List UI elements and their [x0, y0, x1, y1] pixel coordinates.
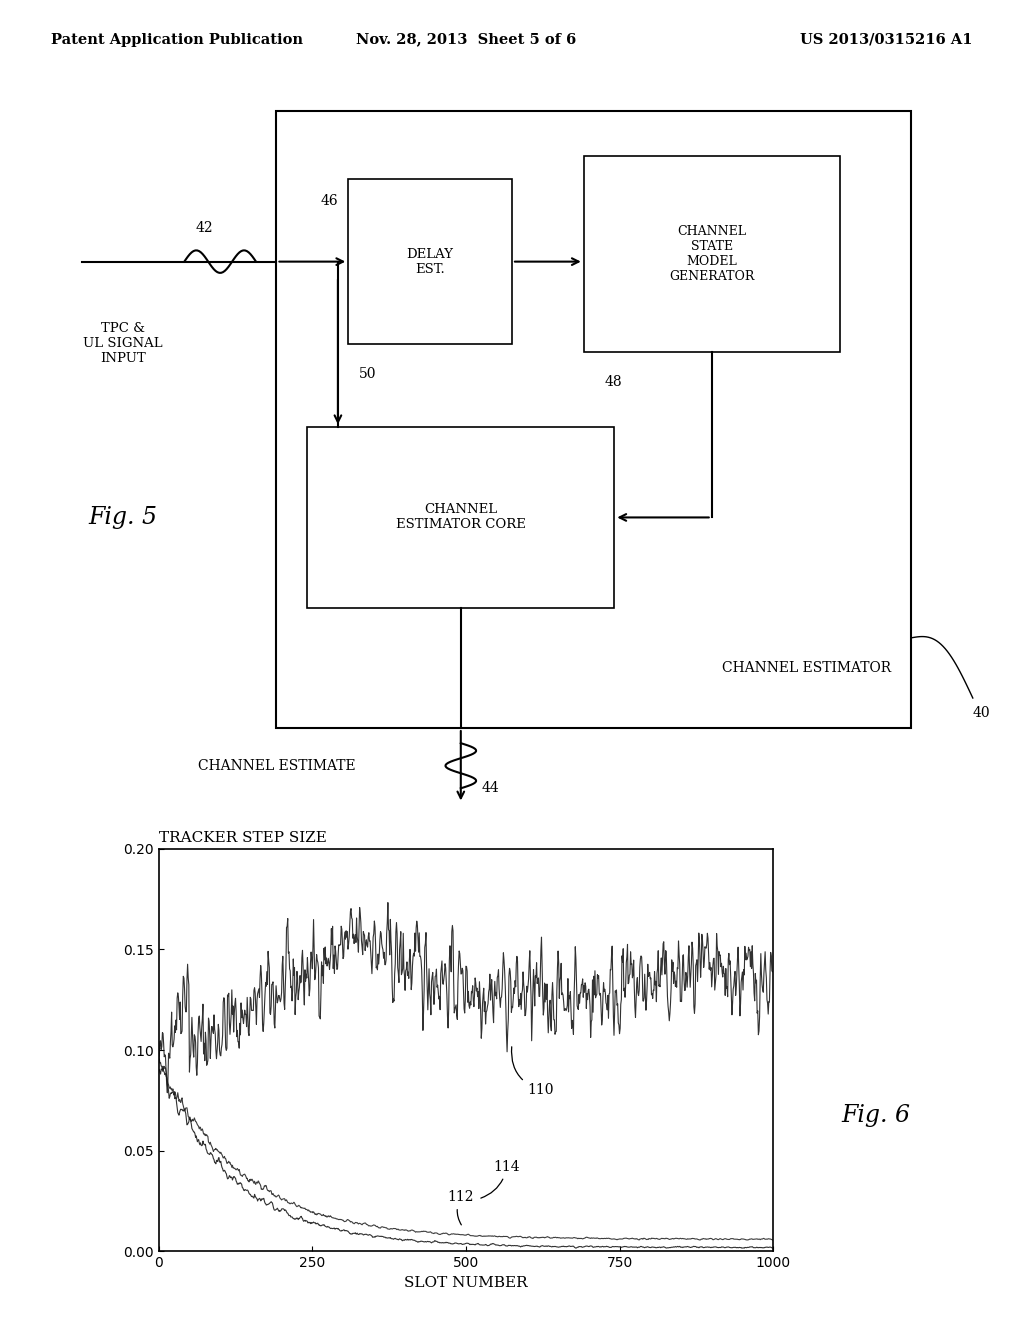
Text: CHANNEL ESTIMATOR: CHANNEL ESTIMATOR: [722, 661, 891, 675]
Text: TPC &
UL SIGNAL
INPUT: TPC & UL SIGNAL INPUT: [83, 322, 163, 364]
Text: 50: 50: [358, 367, 376, 381]
Text: Patent Application Publication: Patent Application Publication: [51, 33, 303, 46]
Text: 42: 42: [196, 220, 214, 235]
Text: CHANNEL
ESTIMATOR CORE: CHANNEL ESTIMATOR CORE: [396, 503, 525, 532]
Text: 46: 46: [321, 194, 338, 209]
Text: Fig. 6: Fig. 6: [841, 1104, 910, 1127]
Text: 114: 114: [481, 1160, 520, 1199]
Text: TRACKER STEP SIZE: TRACKER STEP SIZE: [159, 830, 327, 845]
Text: Nov. 28, 2013  Sheet 5 of 6: Nov. 28, 2013 Sheet 5 of 6: [355, 33, 577, 46]
Text: 110: 110: [512, 1047, 554, 1097]
Text: US 2013/0315216 A1: US 2013/0315216 A1: [801, 33, 973, 46]
Text: 112: 112: [447, 1191, 474, 1225]
Text: CHANNEL
STATE
MODEL
GENERATOR: CHANNEL STATE MODEL GENERATOR: [669, 226, 755, 282]
Text: Fig. 5: Fig. 5: [88, 506, 158, 529]
Text: 48: 48: [604, 375, 622, 389]
Bar: [276, 111, 911, 729]
Text: DELAY
EST.: DELAY EST.: [407, 248, 454, 276]
Text: 40: 40: [973, 706, 990, 721]
Text: 44: 44: [481, 781, 499, 796]
Bar: [348, 178, 512, 345]
Bar: [584, 156, 840, 352]
Bar: [307, 428, 614, 607]
Text: CHANNEL ESTIMATE: CHANNEL ESTIMATE: [198, 759, 355, 772]
X-axis label: SLOT NUMBER: SLOT NUMBER: [404, 1275, 527, 1290]
